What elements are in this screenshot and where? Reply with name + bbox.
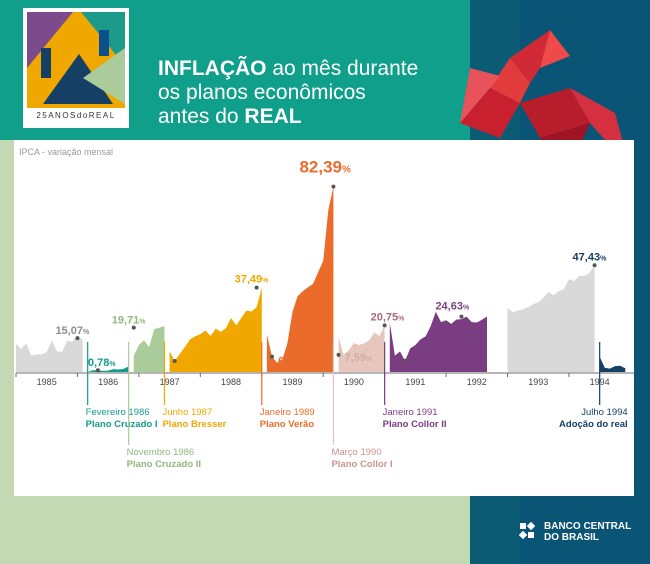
percent-sign: % (342, 165, 351, 176)
plan-date: Janeiro 1989 (260, 407, 315, 418)
year-label: 1992 (467, 377, 487, 387)
plan-name: Plano Cruzado I (86, 419, 158, 430)
peak-label: 7,59% (345, 352, 373, 364)
title-bold-real: REAL (244, 105, 302, 128)
peak-marker (331, 184, 336, 189)
title-line-2: os planos econômicos (158, 81, 366, 104)
series-area-3 (169, 287, 262, 372)
percent-sign: % (262, 278, 269, 285)
peak-label: 15,07% (55, 325, 90, 337)
year-label: 1986 (98, 377, 118, 387)
percent-sign: % (433, 364, 440, 371)
page-title: INFLAÇÃO ao mês durante os planos econôm… (158, 57, 418, 129)
title-line-1: ao mês durante (266, 57, 419, 80)
percent-sign: % (202, 364, 209, 371)
series-area-2 (133, 326, 165, 372)
plan-name: Plano Collor I (331, 459, 392, 470)
plan-date: Janeiro 1991 (383, 407, 438, 418)
chart-subtitle: IPCA - variação mensal (19, 147, 114, 157)
plan-date: Março 1990 (331, 447, 381, 458)
peak-label: 0,78% (88, 357, 116, 369)
series-area-8 (599, 356, 626, 372)
percent-sign: % (109, 361, 116, 368)
year-label: 1989 (282, 377, 302, 387)
bank-name-line-2: DO BRASIL (544, 532, 599, 543)
bank-emblem-icon (518, 521, 536, 540)
peak-label: 19,71% (112, 315, 147, 327)
peak-marker (131, 325, 136, 330)
year-label: 1993 (528, 377, 548, 387)
plan-name: Plano Cruzado II (127, 459, 201, 470)
peak-marker (270, 354, 274, 359)
year-label: 1987 (160, 377, 180, 387)
percent-sign: % (398, 315, 405, 322)
year-label: 1988 (221, 377, 241, 387)
title-bold-word: INFLAÇÃO (158, 57, 267, 80)
peak-marker (382, 323, 387, 328)
peak-label: 6,82% (278, 356, 306, 368)
plan-name: Plano Bresser (162, 419, 226, 430)
peak-marker (592, 263, 597, 268)
percent-sign: % (299, 360, 306, 367)
percent-sign: % (600, 255, 607, 262)
plan-date: Junho 1987 (162, 407, 212, 418)
series-area-6 (389, 311, 487, 372)
peak-label: 4,87% (181, 360, 209, 372)
plan-name: Adoção do real (559, 419, 628, 430)
series-area-4 (266, 186, 334, 372)
percent-sign: % (463, 305, 470, 312)
peak-label: 4,99% (411, 360, 439, 372)
plan-date: Julho 1994 (581, 407, 627, 418)
peak-label: 47,43% (573, 251, 608, 263)
year-label: 1985 (37, 377, 57, 387)
peak-marker (75, 336, 80, 341)
year-label: 1990 (344, 377, 364, 387)
year-label: 1991 (405, 377, 425, 387)
plan-name: Plano Verão (260, 419, 315, 430)
plan-date: Fevereiro 1986 (86, 407, 150, 418)
bank-name-line-1: BANCO CENTRAL (544, 521, 632, 532)
plan-name: Plano Collor II (383, 419, 447, 430)
peak-marker (95, 368, 100, 373)
title-line-3: antes do (158, 105, 245, 128)
bank-logo: BANCO CENTRAL DO BRASIL (518, 521, 638, 551)
percent-sign: % (366, 356, 373, 363)
logo-caption: 25ANOSdoREAL (36, 111, 116, 120)
peak-marker (336, 352, 341, 357)
peak-marker (459, 314, 464, 319)
percent-sign: % (139, 319, 146, 326)
percent-sign: % (83, 329, 90, 336)
peak-label: 20,75% (371, 311, 406, 323)
peak-label: 82,39% (299, 158, 351, 177)
peak-marker (403, 358, 408, 363)
peak-label: 37,49% (235, 274, 270, 286)
peak-marker (172, 359, 177, 364)
peak-marker (254, 285, 259, 290)
logo-graphic (27, 12, 125, 108)
anniversary-logo: 25ANOSdoREAL (23, 8, 129, 128)
series-area-7 (507, 265, 595, 372)
plan-date: Novembro 1986 (127, 447, 195, 458)
series-area-5 (338, 325, 385, 372)
peak-label: 24,63% (435, 301, 470, 313)
series-area-0 (16, 335, 83, 372)
